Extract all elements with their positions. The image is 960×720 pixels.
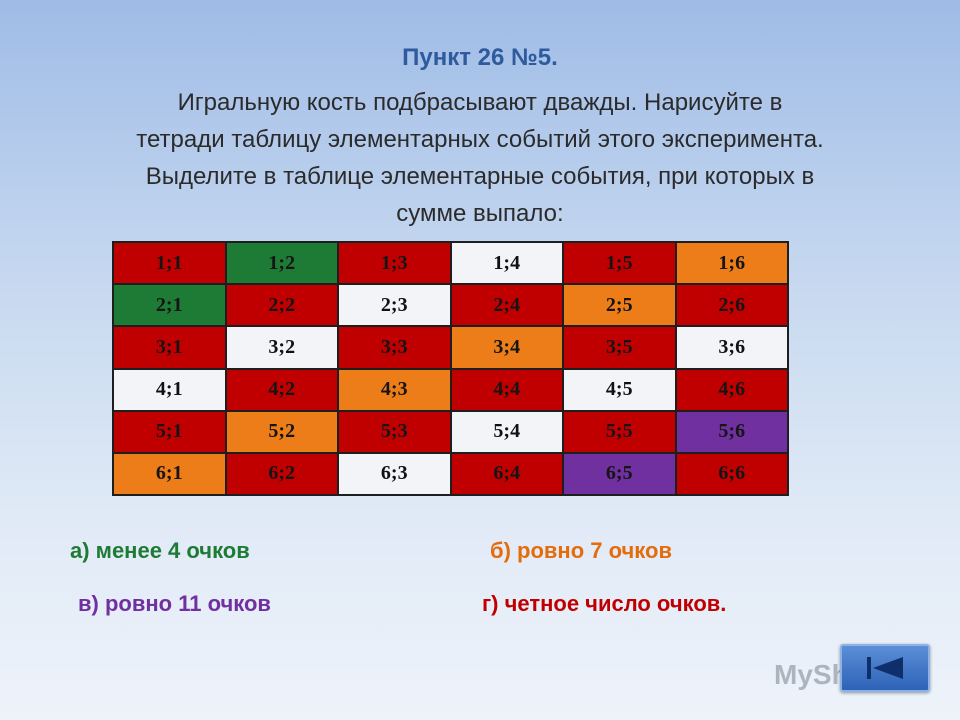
table-cell: 3;3	[339, 327, 450, 368]
table-cell: 4;1	[114, 369, 225, 410]
task-line: Выделите в таблице элементарные события,…	[145, 163, 815, 190]
table-cell: 1;6	[676, 243, 787, 284]
table-cell: 5;5	[564, 411, 675, 452]
table-cell: 6;4	[451, 453, 562, 494]
slide-title: Пункт 26 №5.	[402, 44, 558, 71]
table-cell: 5;4	[451, 411, 562, 452]
answer-b: б) ровно 7 очков	[490, 538, 672, 563]
table-cell: 4;2	[226, 369, 337, 410]
answer-v: в) ровно 11 очков	[78, 591, 271, 616]
table-cell: 2;5	[564, 285, 675, 326]
task-text: Игральную кость подбрасывают дважды. Нар…	[60, 84, 900, 232]
table-cell: 1;2	[226, 243, 337, 284]
table-cell: 4;6	[676, 369, 787, 410]
task-line: сумме выпало:	[396, 200, 564, 227]
table-cell: 1;1	[114, 243, 225, 284]
table-cell: 3;1	[114, 327, 225, 368]
task-line: Игральную кость подбрасывают дважды. Нар…	[177, 89, 783, 116]
table-cell: 3;2	[226, 327, 337, 368]
table-cell: 6;2	[226, 453, 337, 494]
table-cell: 6;5	[564, 453, 675, 494]
back-arrow-icon	[867, 657, 903, 679]
table-cell: 6;1	[114, 453, 225, 494]
outcomes-table: 1;1 1;2 1;3 1;4 1;5 1;6 2;1 2;2 2;3 2;4 2;5 2;6 3;1 3…	[112, 241, 789, 496]
table-cell: 2;6	[676, 285, 787, 326]
answer-a: а) менее 4 очков	[70, 538, 250, 563]
table-cell: 5;1	[114, 411, 225, 452]
table-cell: 5;6	[676, 411, 787, 452]
table-cell: 2;3	[339, 285, 450, 326]
table-cell: 3;5	[564, 327, 675, 368]
table-cell: 3;6	[676, 327, 787, 368]
table-cell: 6;6	[676, 453, 787, 494]
table-cell: 5;3	[339, 411, 450, 452]
table-cell: 2;1	[114, 285, 225, 326]
table-cell: 4;5	[564, 369, 675, 410]
table-cell: 1;4	[451, 243, 562, 284]
table-cell: 6;3	[339, 453, 450, 494]
table-cell: 5;2	[226, 411, 337, 452]
task-line: тетради таблицу элементарных событий это…	[136, 126, 824, 153]
table-cell: 3;4	[451, 327, 562, 368]
table-cell: 4;4	[451, 369, 562, 410]
table-cell: 1;3	[339, 243, 450, 284]
back-button[interactable]	[840, 644, 930, 692]
answer-g: г) четное число очков.	[482, 591, 727, 616]
table-cell: 1;5	[564, 243, 675, 284]
table-cell: 2;4	[451, 285, 562, 326]
table-cell: 4;3	[339, 369, 450, 410]
table-cell: 2;2	[226, 285, 337, 326]
